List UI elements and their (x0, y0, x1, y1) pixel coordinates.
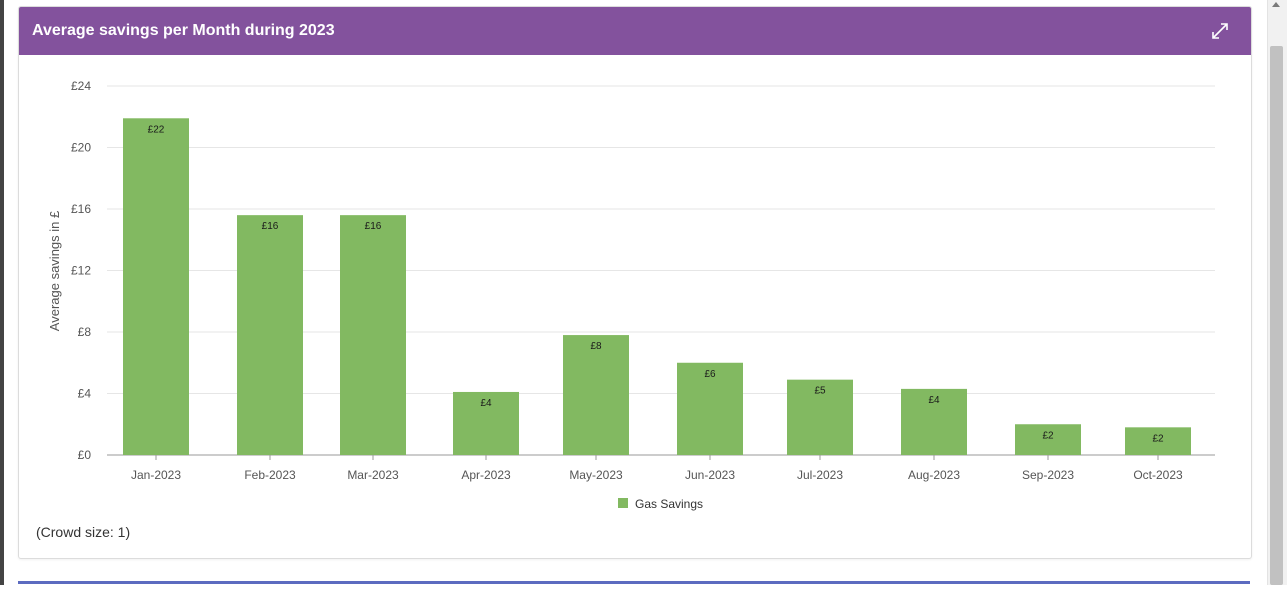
y-tick-label: £8 (78, 325, 92, 339)
x-tick-label: Oct-2023 (1133, 468, 1183, 482)
expand-button[interactable] (1209, 20, 1231, 42)
bar-data-label: £2 (1152, 433, 1164, 444)
x-tick-label: Jun-2023 (685, 468, 735, 482)
legend-label: Gas Savings (635, 497, 703, 511)
bar-data-label: £4 (480, 398, 492, 409)
y-tick-label: £0 (78, 448, 92, 462)
scrollbar-thumb[interactable] (1270, 46, 1283, 585)
expand-arrows-icon (1212, 23, 1228, 39)
bar (237, 215, 303, 455)
bar (340, 215, 406, 455)
legend-swatch (618, 498, 628, 508)
window-border (0, 0, 4, 585)
bar (123, 118, 189, 455)
bar (1125, 427, 1191, 455)
x-tick-label: Apr-2023 (461, 468, 511, 482)
bar (453, 391, 519, 455)
bar (563, 335, 629, 455)
x-tick-label: May-2023 (569, 468, 623, 482)
x-tick-label: Jul-2023 (797, 468, 843, 482)
y-tick-label: £24 (71, 79, 91, 93)
bar (787, 379, 853, 455)
y-tick-label: £20 (71, 141, 91, 155)
bar-data-label: £8 (590, 341, 602, 352)
y-tick-label: £16 (71, 202, 91, 216)
x-tick-label: Feb-2023 (244, 468, 296, 482)
x-tick-label: Aug-2023 (908, 468, 960, 482)
x-tick-label: Mar-2023 (347, 468, 399, 482)
bar-data-label: £16 (365, 221, 382, 232)
savings-panel: Average savings per Month during 2023 £0… (18, 6, 1252, 559)
next-panel-edge (18, 581, 1250, 594)
bar (901, 388, 967, 455)
bar-data-label: £5 (814, 386, 826, 397)
crowd-size-text: (Crowd size: 1) (36, 524, 131, 540)
x-tick-label: Jan-2023 (131, 468, 181, 482)
bar-data-label: £4 (928, 395, 940, 406)
panel-title: Average savings per Month during 2023 (32, 22, 335, 39)
bar (677, 362, 743, 455)
panel-header: Average savings per Month during 2023 (19, 7, 1251, 55)
bar-chart: £0 £4 £8 £12 £16 £20 £24 Average savings in £ £2… (47, 79, 1215, 511)
bar (1015, 424, 1081, 455)
bar-data-label: £2 (1042, 430, 1054, 441)
bar-data-label: £6 (704, 369, 716, 380)
scroll-up-icon[interactable] (1272, 2, 1280, 7)
y-tick-label: £4 (78, 387, 92, 401)
bar-data-label: £16 (262, 221, 279, 232)
x-tick-label: Sep-2023 (1022, 468, 1074, 482)
y-axis-title: Average savings in £ (47, 210, 62, 331)
y-tick-label: £12 (71, 264, 91, 278)
bar-data-label: £22 (148, 124, 165, 135)
